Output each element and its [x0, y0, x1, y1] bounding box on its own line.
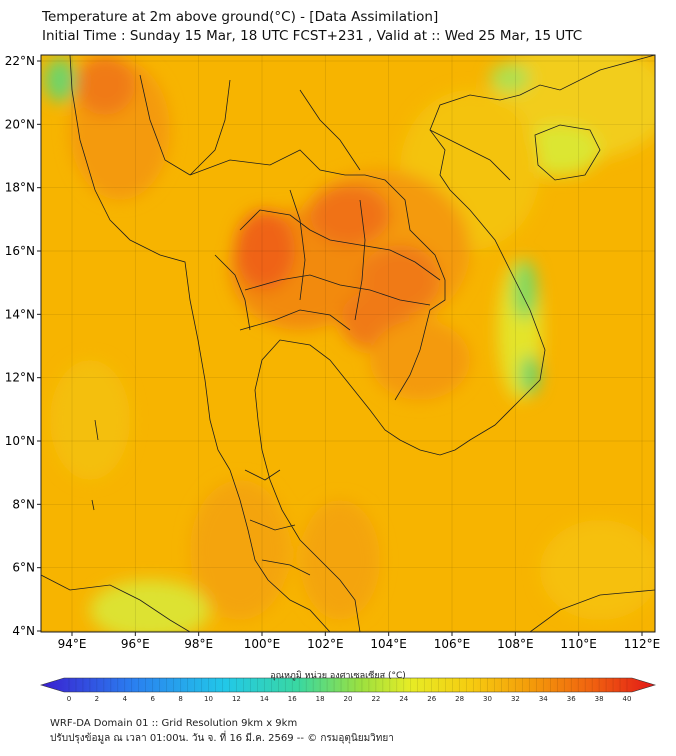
colorbar-tick-label: 24: [399, 695, 408, 703]
colorbar-tick-label: 2: [95, 695, 99, 703]
lon-label: 112°E: [624, 637, 661, 651]
colorbar-tick-label: 32: [511, 695, 520, 703]
lat-label: 22°N: [5, 54, 35, 68]
colorbar-tick-label: 22: [371, 695, 380, 703]
lat-label: 4°N: [12, 624, 35, 638]
colorbar-tick-label: 0: [67, 695, 71, 703]
longitude-labels: 94°E 96°E 98°E 100°E 102°E 104°E 106°E 108°E 110…: [58, 632, 661, 651]
lat-label: 14°N: [5, 307, 35, 321]
colorbar-tick-label: 34: [539, 695, 548, 703]
map-title: Temperature at 2m above ground(°C) - [Da…: [42, 8, 582, 46]
lon-label: 96°E: [121, 637, 150, 651]
colorbar-tick-label: 4: [123, 695, 128, 703]
temperature-field: [41, 55, 655, 632]
lon-label: 98°E: [184, 637, 213, 651]
colorbar-tick-label: 30: [483, 695, 492, 703]
lat-label: 6°N: [12, 561, 35, 575]
colorbar-tick-label: 16: [288, 695, 297, 703]
lon-label: 106°E: [434, 637, 471, 651]
colorbar-tick-label: 10: [204, 695, 213, 703]
lon-label: 102°E: [307, 637, 344, 651]
colorbar-tick-label: 14: [260, 695, 269, 703]
graticule: [41, 55, 655, 632]
lat-label: 12°N: [5, 371, 35, 385]
map-footer: WRF-DA Domain 01 :: Grid Resolution 9km …: [50, 716, 394, 746]
footer-line-1: WRF-DA Domain 01 :: Grid Resolution 9km …: [50, 718, 298, 729]
colorbar-tick-label: 28: [455, 695, 464, 703]
lon-label: 108°E: [497, 637, 534, 651]
lon-label: 110°E: [560, 637, 597, 651]
colorbar-tick-label: 20: [344, 695, 353, 703]
colorbar-label: อุณหภูมิ หน่วย องศาเซลเซียส (°C): [270, 671, 406, 681]
colorbar-ticks: 0 2 4 6 8 10 12 14 16 18 20 22 24 26 28 30 32 34 36 38 40: [67, 678, 632, 703]
colorbar-tick-label: 12: [232, 695, 241, 703]
colorbar-tick-label: 18: [316, 695, 325, 703]
lat-label: 10°N: [5, 434, 35, 448]
colorbar-tick-label: 38: [595, 695, 604, 703]
lat-label: 20°N: [5, 117, 35, 131]
colorbar-bar: [39, 677, 657, 693]
lat-label: 18°N: [5, 181, 35, 195]
lon-label: 104°E: [370, 637, 407, 651]
colorbar-tick-label: 40: [623, 695, 632, 703]
title-line-1: Temperature at 2m above ground(°C) - [Da…: [42, 9, 439, 25]
map-frame: [40, 54, 656, 633]
lat-label: 8°N: [12, 497, 35, 511]
colorbar: 0 2 4 6 8 10 12 14 16 18 20 22 24 26 28 30 32 34 36 38 40: [39, 677, 657, 703]
title-line-2: Initial Time : Sunday 15 Mar, 18 UTC FCS…: [42, 28, 583, 44]
colorbar-tick-label: 6: [150, 695, 155, 703]
latitude-labels: 22°N 20°N 18°N 16°N 14°N 12°N 10°N 8°N 6°N 4°N: [5, 54, 41, 638]
coastline-borders: [41, 55, 655, 632]
colorbar-tick-label: 8: [178, 695, 182, 703]
lon-label: 94°E: [58, 637, 87, 651]
lat-label: 16°N: [5, 244, 35, 258]
colorbar-tick-label: 36: [567, 695, 576, 703]
colorbar-tick-label: 26: [427, 695, 436, 703]
lon-label: 100°E: [244, 637, 281, 651]
footer-line-2: ปรับปรุงข้อมูล ณ เวลา 01:00น. วัน จ. ที่…: [50, 733, 394, 744]
